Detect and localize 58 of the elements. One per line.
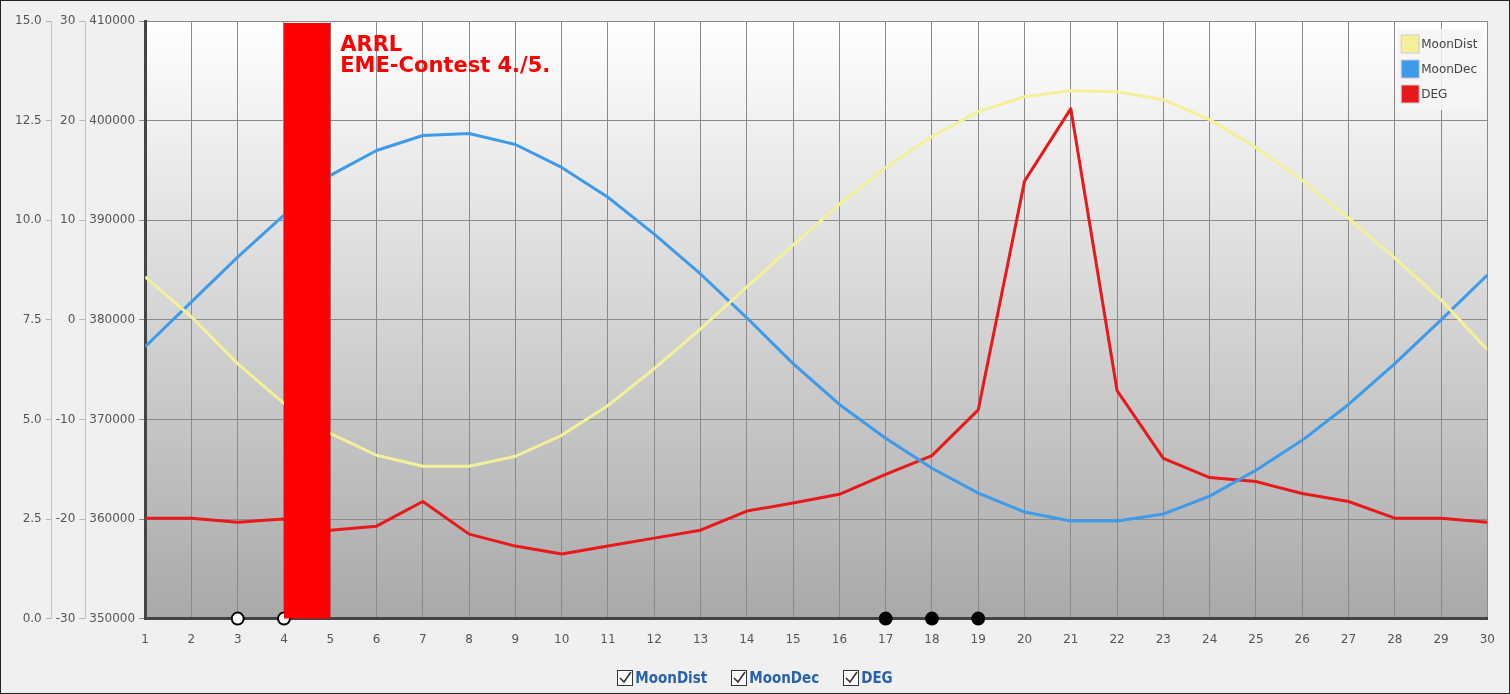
x-tick-label: 18 [924,631,940,646]
x-tick-label: 20 [1016,631,1033,646]
legend-label: MoonDec [1421,62,1478,77]
x-tick-label: 6 [372,631,381,646]
y-tick-label: 400000 [89,112,136,127]
x-tick-label: 3 [233,631,242,646]
y-tick-label: 380000 [89,311,136,326]
y2-tick-label: -30 [55,610,76,625]
y2-tick-label: 30 [60,13,76,28]
y3-tick-label: 7.5 [22,311,42,326]
x-tick-label: 17 [878,631,894,646]
y-tick-label: 360000 [89,511,136,526]
y-tick-label: 390000 [89,212,136,227]
x-tick-label: 7 [419,631,427,646]
text: DEG [861,669,893,687]
y2-tick-label: -10 [55,411,76,426]
x-tick-label: 16 [831,631,848,646]
x-tick-label: 24 [1202,631,1218,646]
y2-tick-label: 10 [60,212,76,227]
x-tick-label: 27 [1340,631,1357,646]
y3-tick-label: 5.0 [22,411,42,426]
y3-tick-label: 2.5 [22,511,42,526]
band-label: ARRL EME-Contest 4./5. [340,31,551,77]
x-tick-label: 19 [970,631,986,646]
x-tick-label: 8 [465,631,473,646]
x-tick-label: 15 [785,631,801,646]
x-tick-label: 26 [1294,631,1310,646]
x-tick-label: 13 [692,631,709,646]
x-tick-label: 10 [554,631,570,646]
x-tick-label: 1 [141,631,149,646]
x-tick-label: 12 [646,631,662,646]
text: MoonDist [635,669,708,687]
legend-label: DEG [1421,87,1448,102]
y-tick-label: 350000 [89,610,136,625]
y2-tick-label: 20 [60,112,76,127]
y-tick-label: 410000 [89,13,136,28]
x-tick-label: 23 [1155,631,1172,646]
text: MoonDec [749,669,820,687]
y-tick-label: 370000 [89,411,136,426]
legend-label: MoonDist [1421,37,1478,52]
x-tick-label: 21 [1063,631,1079,646]
x-tick-label: 2 [187,631,196,646]
y3-tick-label: 12.5 [15,112,42,127]
y2-tick-label: -20 [55,511,76,526]
y2-tick-label: 0 [67,311,76,326]
x-tick-label: 25 [1248,631,1264,646]
x-tick-label: 14 [739,631,755,646]
y3-tick-label: 15.0 [15,13,42,28]
y3-tick-label: 0.0 [22,610,42,625]
x-tick-label: 28 [1387,631,1403,646]
y3-tick-label: 10.0 [15,212,42,227]
x-tick-label: 11 [600,631,616,646]
x-tick-label: 4 [280,631,288,646]
x-tick-label: 22 [1109,631,1125,646]
x-tick-label: 5 [326,631,335,646]
x-tick-label: 9 [511,631,520,646]
x-tick-label: 30 [1479,631,1496,646]
x-tick-label: 29 [1433,631,1449,646]
